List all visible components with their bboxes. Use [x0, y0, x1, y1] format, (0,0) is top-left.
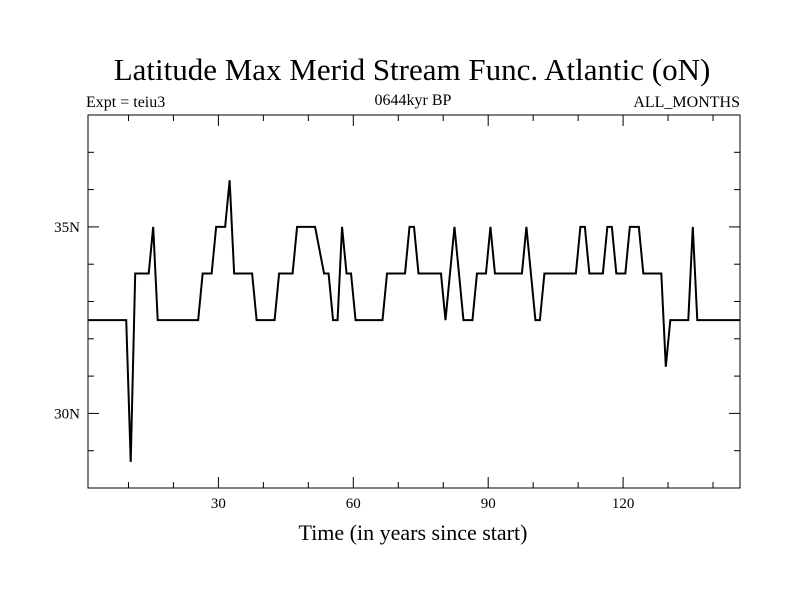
- experiment-label: Expt = teiu3: [86, 94, 165, 111]
- x-tick-label: 60: [346, 496, 361, 512]
- x-tick-label: 120: [612, 496, 635, 512]
- plot-frame: [87, 114, 741, 489]
- y-tick-label: 35N: [54, 220, 80, 236]
- x-tick-label: 30: [211, 496, 226, 512]
- x-tick-label: 90: [481, 496, 496, 512]
- tick-marks: [88, 114, 740, 489]
- period-label: 0644kyr BP: [375, 92, 452, 109]
- chart-title: Latitude Max Merid Stream Func. Atlantic…: [114, 52, 711, 87]
- x-axis-label: Time (in years since start): [299, 520, 528, 545]
- y-tick-label: 30N: [54, 406, 80, 422]
- tick-labels: 30 60 90 120 30N 35N: [54, 220, 634, 512]
- series-line: [88, 180, 740, 462]
- months-label: ALL_MONTHS: [633, 94, 740, 111]
